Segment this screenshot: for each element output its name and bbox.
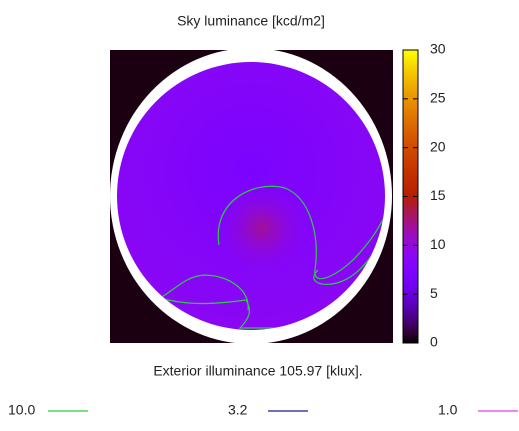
colorbar-tick-label: 15 (430, 187, 446, 203)
x-label: Exterior illuminance 105.97 [klux]. (153, 363, 362, 379)
colorbar-tick-label: 5 (430, 285, 438, 301)
colorbar-tick-label: 0 (430, 334, 438, 350)
legend-label: 1.0 (438, 402, 458, 418)
legend-label: 3.2 (228, 402, 248, 418)
chart-title: Sky luminance [kcd/m2] (177, 13, 325, 29)
legend-label: 10.0 (8, 402, 35, 418)
sun-spot (216, 182, 308, 274)
colorbar-tick-label: 20 (430, 138, 446, 154)
colorbar-tick-label: 25 (430, 90, 446, 106)
colorbar-tick-label: 10 (430, 236, 446, 252)
colorbar-tick-label: 30 (430, 41, 446, 57)
